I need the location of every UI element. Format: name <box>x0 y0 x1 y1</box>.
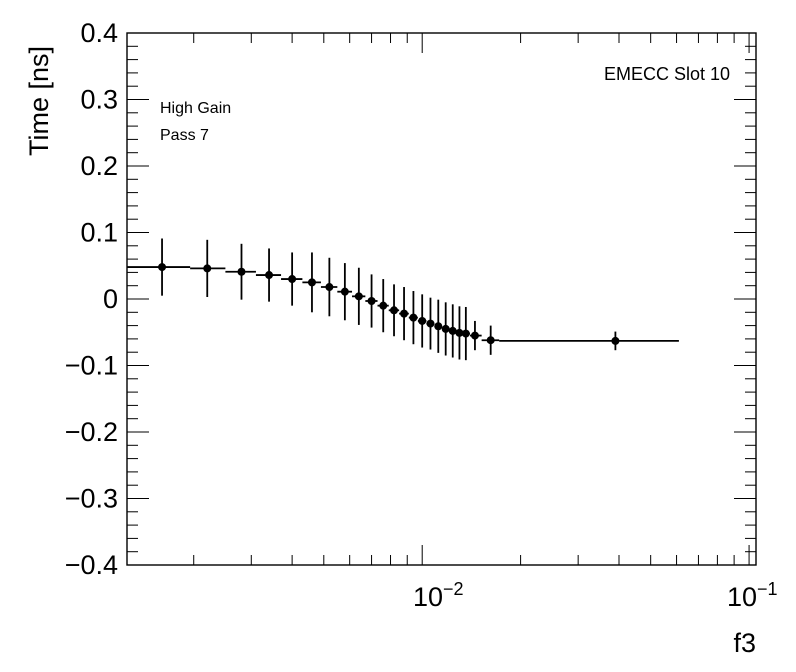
data-point <box>354 292 363 301</box>
x-tick-label-1e-1: 10−1 <box>727 579 778 612</box>
data-point <box>461 329 470 338</box>
y-tick-label: 0.4 <box>80 18 118 48</box>
data-layer <box>127 238 679 361</box>
data-point <box>265 271 274 280</box>
slot-annotation: EMECC Slot 10 <box>604 64 730 84</box>
data-point <box>237 267 246 276</box>
y-tick-label: −0.3 <box>65 484 118 514</box>
x-axis-title: f3 <box>733 628 756 658</box>
y-tick-label: 0 <box>103 284 118 314</box>
data-point <box>418 316 427 325</box>
pass-annotation: Pass 7 <box>160 127 209 144</box>
data-point <box>448 326 457 335</box>
y-tick-label: −0.1 <box>65 351 118 381</box>
data-point <box>409 313 418 322</box>
y-tick-label: 0.1 <box>80 218 118 248</box>
data-point <box>325 283 334 292</box>
y-tick-label: −0.2 <box>65 417 118 447</box>
data-point <box>400 309 409 318</box>
y-tick-labels: 0.4 0.3 0.2 0.1 0 −0.1 −0.2 −0.3 −0.4 <box>65 18 118 580</box>
y-tick-label: 0.3 <box>80 85 118 115</box>
data-point <box>307 278 316 287</box>
data-point <box>158 263 167 272</box>
data-point <box>611 336 620 345</box>
data-point <box>288 275 297 284</box>
data-point <box>470 331 479 340</box>
y-tick-label: 0.2 <box>80 151 118 181</box>
data-point <box>390 306 399 315</box>
data-point <box>203 264 212 273</box>
data-point <box>367 296 376 305</box>
data-point <box>426 319 435 328</box>
plot-frame <box>126 32 757 566</box>
y-tick-label: −0.4 <box>65 550 118 580</box>
data-point <box>379 301 388 310</box>
data-point <box>340 287 349 296</box>
data-point <box>486 336 495 345</box>
axis-ticks <box>127 32 756 566</box>
data-point <box>441 324 450 333</box>
x-tick-label-1e-2: 10−2 <box>413 579 464 612</box>
y-axis-title: Time [ns] <box>24 46 54 156</box>
data-point <box>455 328 464 337</box>
gain-annotation: High Gain <box>160 100 231 117</box>
data-point <box>434 322 443 331</box>
